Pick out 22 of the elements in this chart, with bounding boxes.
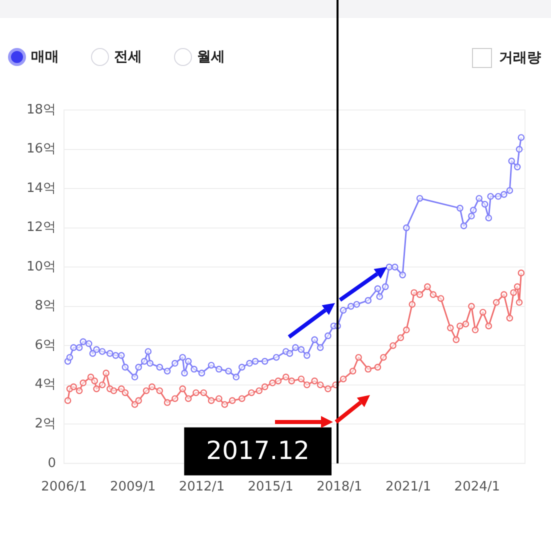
x-tick-label: 2024/1 bbox=[454, 480, 500, 495]
y-tick-label: 0 bbox=[48, 456, 56, 471]
ref-line-label: 2017.12 bbox=[206, 436, 310, 465]
y-tick-label: 12억 bbox=[26, 220, 56, 236]
x-tick-label: 2015/1 bbox=[248, 480, 294, 495]
y-tick-label: 10억 bbox=[26, 259, 56, 274]
text: 월세 bbox=[197, 48, 225, 66]
y-tick-label: 16억 bbox=[26, 142, 56, 157]
x-tick-label: 2021/1 bbox=[385, 480, 432, 495]
text: 전세 bbox=[114, 48, 142, 66]
x-tick-label: 2012/1 bbox=[178, 480, 225, 495]
x-tick-label: 2018/1 bbox=[316, 480, 362, 495]
y-tick-label: 2억 bbox=[34, 416, 56, 432]
y-tick-label: 8억 bbox=[34, 298, 56, 314]
y-tick-label: 14억 bbox=[26, 180, 56, 196]
y-tick-label: 18억 bbox=[26, 102, 56, 118]
x-tick-label: 2009/1 bbox=[110, 480, 156, 495]
text: 매매 bbox=[31, 48, 59, 66]
y-tick-label: 6억 bbox=[34, 338, 56, 353]
y-tick-label: 4억 bbox=[34, 377, 56, 392]
x-tick-label: 2006/1 bbox=[41, 480, 87, 495]
text: 거래량 bbox=[499, 49, 541, 67]
